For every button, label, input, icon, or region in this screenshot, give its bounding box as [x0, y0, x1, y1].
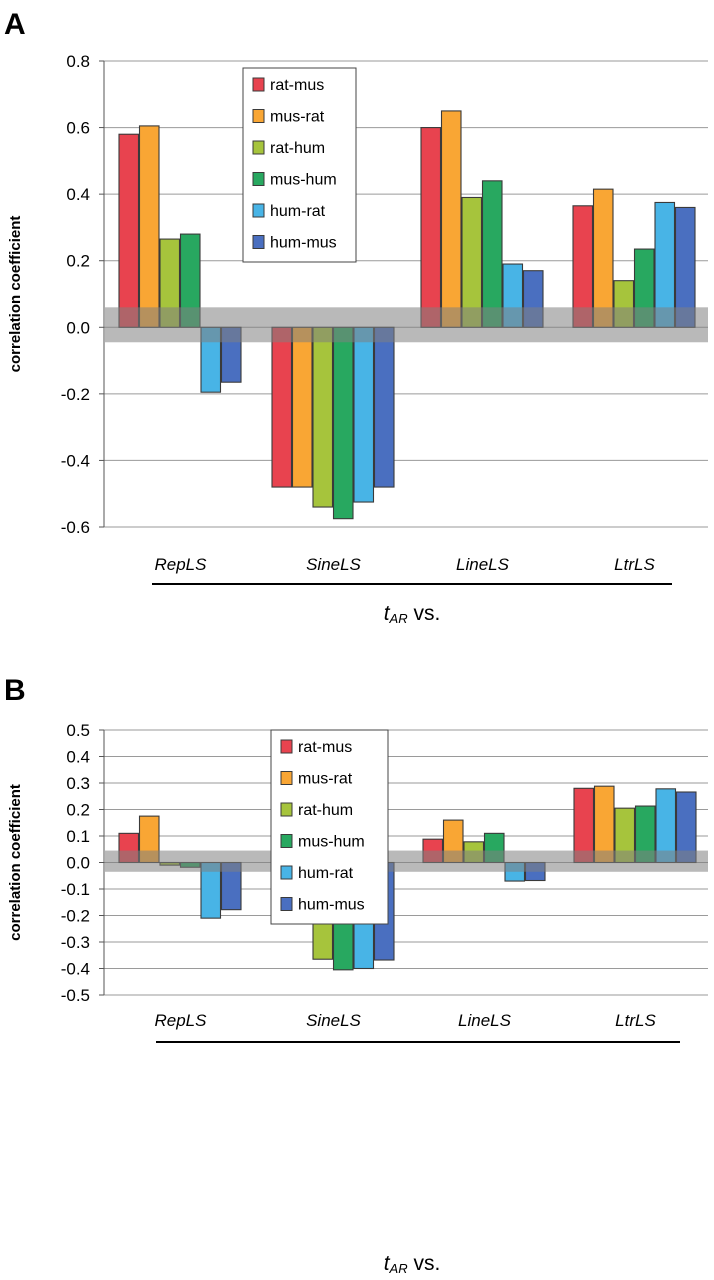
y-tick-label: 0.1 — [66, 827, 90, 846]
bar-mus-rat-RepLS — [138, 125, 160, 328]
bar-mus-rat-LineLS — [440, 110, 462, 328]
bar-mus-rat-SineLS — [291, 326, 313, 488]
y-tick-label: -0.4 — [61, 960, 90, 979]
y-tick-label: -0.3 — [61, 933, 90, 952]
x-category-label: LineLS — [458, 1011, 512, 1030]
bar-rat-mus-SineLS — [271, 326, 293, 488]
legend: rat-mus mus-rat rat-hum mus-hum hum-rat hum-m… — [270, 729, 389, 925]
legend-swatch-rat-mus — [280, 739, 293, 754]
legend-label-rat-mus: rat-mus — [270, 77, 324, 94]
bar-mus-hum-SineLS — [332, 326, 354, 520]
x-category-label: RepLS — [155, 555, 208, 574]
y-axis-label: correlation coefficient — [7, 216, 24, 373]
legend-label-mus-hum: mus-hum — [298, 834, 365, 851]
legend: rat-mus mus-rat rat-hum mus-hum hum-rat hum-m… — [242, 67, 357, 263]
x-category-label: LtrLS — [614, 555, 655, 574]
y-tick-label: 0.3 — [66, 774, 90, 793]
legend-label-hum-rat: hum-rat — [298, 865, 354, 882]
chart-panel-b: B 0.5 0.4 0.3 0.2 0.1 0.0 -0.1 -0.2 -0.3 -0.4 -0.5 c… — [4, 674, 708, 1276]
y-tick-label: 0.2 — [66, 252, 90, 271]
panel-letter-a: A — [4, 8, 26, 41]
y-tick-label: 0.8 — [66, 52, 90, 71]
legend-swatch-hum-mus — [280, 897, 293, 911]
bar-mus-hum-LineLS — [481, 180, 503, 328]
y-tick-label: 0.2 — [66, 801, 90, 820]
legend-swatch-rat-mus — [252, 77, 265, 92]
x-category-label: RepLS — [155, 1011, 208, 1030]
legend-swatch-mus-rat — [280, 771, 293, 785]
y-tick-label: -0.6 — [61, 518, 90, 537]
y-tick-label: -0.5 — [61, 986, 90, 1005]
bar-rat-mus-RepLS — [118, 133, 140, 328]
bar-hum-mus-SineLS — [373, 326, 395, 488]
y-tick-label: 0.4 — [66, 185, 90, 204]
x-category-label: SineLS — [306, 1011, 361, 1030]
legend-swatch-mus-rat — [252, 109, 265, 123]
y-tick-label: 0.0 — [66, 318, 90, 337]
y-tick-label: -0.2 — [61, 907, 90, 926]
x-category-label: LineLS — [456, 555, 510, 574]
bar-rat-hum-SineLS — [312, 326, 334, 508]
legend-swatch-hum-rat — [252, 203, 265, 218]
legend-label-mus-hum: mus-hum — [270, 172, 337, 189]
x-category-label: LtrLS — [615, 1011, 656, 1030]
panel-letter-b: B — [4, 674, 26, 707]
y-tick-label: 0.5 — [66, 721, 90, 740]
legend-label-hum-rat: hum-rat — [270, 203, 326, 220]
y-axis-label: correlation coefficient — [7, 784, 24, 941]
x-category-label: SineLS — [306, 555, 361, 574]
legend-swatch-rat-hum — [280, 802, 293, 817]
bar-mus-rat-LtrLS — [592, 188, 614, 328]
y-tick-label: 0.4 — [66, 748, 90, 767]
legend-label-rat-hum: rat-hum — [298, 802, 353, 819]
legend-swatch-mus-hum — [252, 172, 265, 186]
chart-panel-a: A 0.8 0.6 0.4 0.2 0.0 -0.2 -0.4 -0.6 correlation … — [4, 8, 708, 626]
y-tick-label: -0.1 — [61, 880, 90, 899]
y-tick-label: 0.6 — [66, 119, 90, 138]
x-axis-label: tAR vs. — [384, 602, 441, 626]
legend-swatch-mus-hum — [280, 834, 293, 848]
legend-label-hum-mus: hum-mus — [270, 235, 337, 252]
legend-label-mus-rat: mus-rat — [270, 109, 325, 126]
legend-box — [242, 67, 357, 263]
x-axis-label: tAR vs. — [384, 1252, 441, 1276]
zero-band — [105, 307, 708, 343]
y-tick-label: 0.0 — [66, 854, 90, 873]
legend-label-rat-hum: rat-hum — [270, 140, 325, 157]
legend-label-hum-mus: hum-mus — [298, 897, 365, 914]
bar-hum-rat-SineLS — [353, 326, 375, 503]
zero-band — [105, 850, 708, 872]
legend-swatch-rat-hum — [252, 140, 265, 155]
legend-swatch-hum-mus — [252, 235, 265, 249]
legend-swatch-hum-rat — [280, 865, 293, 880]
legend-label-mus-rat: mus-rat — [298, 771, 353, 788]
legend-box — [270, 729, 389, 925]
bar-rat-mus-LineLS — [420, 127, 442, 328]
y-tick-label: -0.4 — [61, 451, 90, 470]
legend-label-rat-mus: rat-mus — [298, 739, 352, 756]
y-tick-label: -0.2 — [61, 385, 90, 404]
